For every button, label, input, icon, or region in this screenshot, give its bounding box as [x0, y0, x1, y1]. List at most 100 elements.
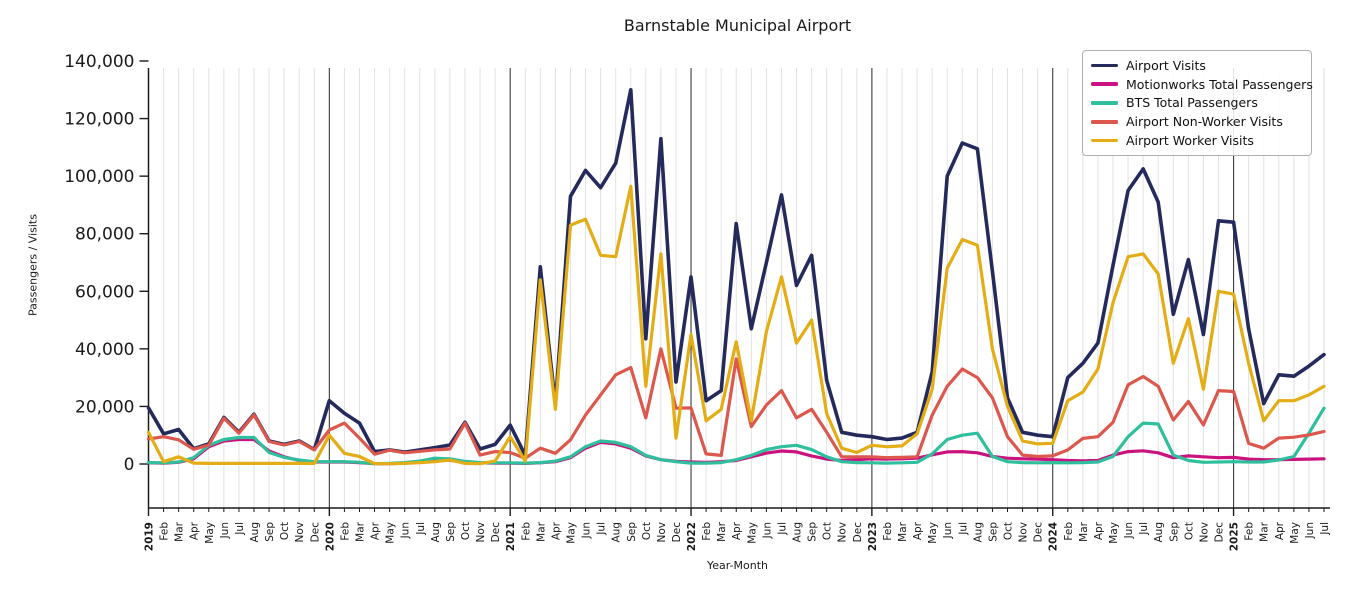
- x-tick-label-month: Oct: [822, 522, 834, 540]
- x-tick-label-month: Nov: [1018, 522, 1030, 543]
- x-tick-label-month: Dec: [671, 522, 683, 543]
- x-tick-label-month: Jul: [234, 522, 246, 536]
- x-tick-label-month: Jun: [400, 522, 412, 539]
- x-tick-label-month: Dec: [1214, 522, 1226, 543]
- x-tick-label-month: Nov: [656, 522, 668, 543]
- x-tick-label-month: May: [927, 522, 939, 544]
- x-tick-label-month: Jul: [1138, 522, 1150, 536]
- x-tick-label-month: Jun: [1123, 522, 1135, 539]
- legend-item-bts-total-passengers: BTS Total Passengers: [1091, 94, 1303, 113]
- x-tick-label-month: May: [1108, 522, 1120, 544]
- x-tick-label-month: May: [746, 522, 758, 544]
- x-tick-label-month: Jul: [1319, 522, 1331, 536]
- x-tick-label-month: Mar: [897, 521, 909, 541]
- legend-item-airport-visits: Airport Visits: [1091, 56, 1303, 75]
- series-line-bts-total-passengers: [146, 406, 1326, 466]
- y-tick-label: 140,000: [64, 52, 134, 72]
- y-tick-label: 100,000: [64, 167, 134, 187]
- x-tick-label-month: Aug: [972, 522, 984, 543]
- x-tick-label-year: 2024: [1048, 522, 1060, 551]
- x-tick-label-month: Jul: [776, 522, 788, 536]
- x-tick-label-month: Aug: [430, 522, 442, 543]
- x-tick-label-year: 2021: [505, 522, 517, 551]
- legend-label-airport-worker-visits: Airport Worker Visits: [1126, 133, 1254, 149]
- x-tick-label-month: Sep: [264, 522, 276, 542]
- legend-swatch-airport-non-worker-visits: [1091, 119, 1118, 124]
- x-tick-label-month: Jun: [219, 522, 231, 539]
- x-tick-label-month: Oct: [460, 522, 472, 540]
- x-tick-label-year: 2022: [686, 522, 698, 551]
- x-tick-label-month: Sep: [987, 522, 999, 542]
- x-tick-label-month: Sep: [626, 522, 638, 542]
- x-tick-label-month: Jun: [942, 522, 954, 539]
- x-tick-label-year: 2020: [324, 522, 336, 551]
- y-tick-label: 120,000: [64, 110, 134, 130]
- x-tick-label-month: Feb: [1063, 522, 1075, 541]
- x-tick-label-month: May: [565, 522, 577, 544]
- x-tick-label-month: Feb: [701, 522, 713, 541]
- x-tick-label-month: Dec: [309, 522, 321, 543]
- x-tick-label-month: Sep: [445, 522, 457, 542]
- x-tick-label-month: Aug: [792, 522, 804, 543]
- x-tick-label-month: Dec: [490, 522, 502, 543]
- x-tick-label-year: 2019: [144, 522, 156, 551]
- y-tick-label: 40,000: [75, 340, 134, 360]
- x-tick-label-month: May: [204, 522, 216, 544]
- x-tick-label-month: Aug: [249, 522, 261, 543]
- series-line-airport-visits: [146, 88, 1326, 458]
- y-axis-title: Passengers / Visits: [26, 214, 40, 316]
- x-tick-label-year: 2025: [1229, 522, 1241, 551]
- legend: Airport Visits Motionworks Total Passenge…: [1082, 50, 1313, 156]
- x-tick-label-month: May: [1289, 522, 1301, 544]
- x-tick-label-month: Jun: [1304, 522, 1316, 539]
- x-tick-label-month: Oct: [1003, 522, 1015, 540]
- x-tick-label-month: Apr: [731, 521, 743, 540]
- x-tick-label-month: Mar: [716, 521, 728, 541]
- x-tick-label-month: Mar: [535, 521, 547, 541]
- legend-item-airport-non-worker-visits: Airport Non-Worker Visits: [1091, 112, 1303, 131]
- y-tick-label: 20,000: [75, 397, 134, 417]
- x-tick-label-month: Mar: [1259, 521, 1271, 541]
- legend-label-motionworks-total-passengers: Motionworks Total Passengers: [1126, 76, 1313, 92]
- x-tick-label-month: Nov: [294, 522, 306, 543]
- x-tick-label-month: Feb: [339, 522, 351, 541]
- legend-label-airport-visits: Airport Visits: [1126, 57, 1206, 73]
- x-tick-label-month: Apr: [1093, 521, 1105, 540]
- y-tick-label: 80,000: [75, 225, 134, 245]
- x-tick-label-month: May: [385, 522, 397, 544]
- x-tick-label-month: Jun: [761, 522, 773, 539]
- x-tick-label-month: Jun: [581, 522, 593, 539]
- x-tick-label-month: Apr: [550, 521, 562, 540]
- y-tick-label: 60,000: [75, 282, 134, 302]
- x-tick-label-month: Jul: [957, 522, 969, 536]
- x-tick-label-month: Feb: [1244, 522, 1256, 541]
- x-tick-label-month: Apr: [912, 521, 924, 540]
- legend-swatch-bts-total-passengers: [1091, 101, 1118, 105]
- x-tick-label-month: Nov: [475, 522, 487, 543]
- x-tick-label-month: Sep: [1168, 522, 1180, 542]
- x-tick-label-month: Dec: [852, 522, 864, 543]
- series-line-airport-worker-visits: [146, 184, 1326, 466]
- x-tick-label-month: Mar: [174, 521, 186, 541]
- x-tick-label-month: Mar: [1078, 521, 1090, 541]
- legend-label-bts-total-passengers: BTS Total Passengers: [1126, 95, 1258, 111]
- legend-swatch-airport-worker-visits: [1091, 138, 1118, 143]
- x-tick-label-month: Jul: [415, 522, 427, 536]
- x-tick-label-month: Oct: [279, 522, 291, 540]
- x-axis-title: Year-Month: [706, 559, 769, 572]
- x-tick-label-year: 2023: [867, 522, 879, 551]
- x-tick-label-month: Apr: [189, 521, 201, 540]
- x-tick-label-month: Oct: [1183, 522, 1195, 540]
- x-tick-label-month: Dec: [1033, 522, 1045, 543]
- legend-item-airport-worker-visits: Airport Worker Visits: [1091, 131, 1303, 150]
- x-tick-label-month: Aug: [1153, 522, 1165, 543]
- legend-item-motionworks-total-passengers: Motionworks Total Passengers: [1091, 75, 1313, 94]
- chart-title: Barnstable Municipal Airport: [623, 16, 852, 35]
- x-tick-label-month: Sep: [807, 522, 819, 542]
- x-tick-label-month: Apr: [370, 521, 382, 540]
- x-tick-label-month: Feb: [159, 522, 171, 541]
- legend-swatch-motionworks-total-passengers: [1091, 82, 1118, 86]
- x-tick-label-month: Nov: [1198, 522, 1210, 543]
- x-tick-label-month: Mar: [354, 521, 366, 541]
